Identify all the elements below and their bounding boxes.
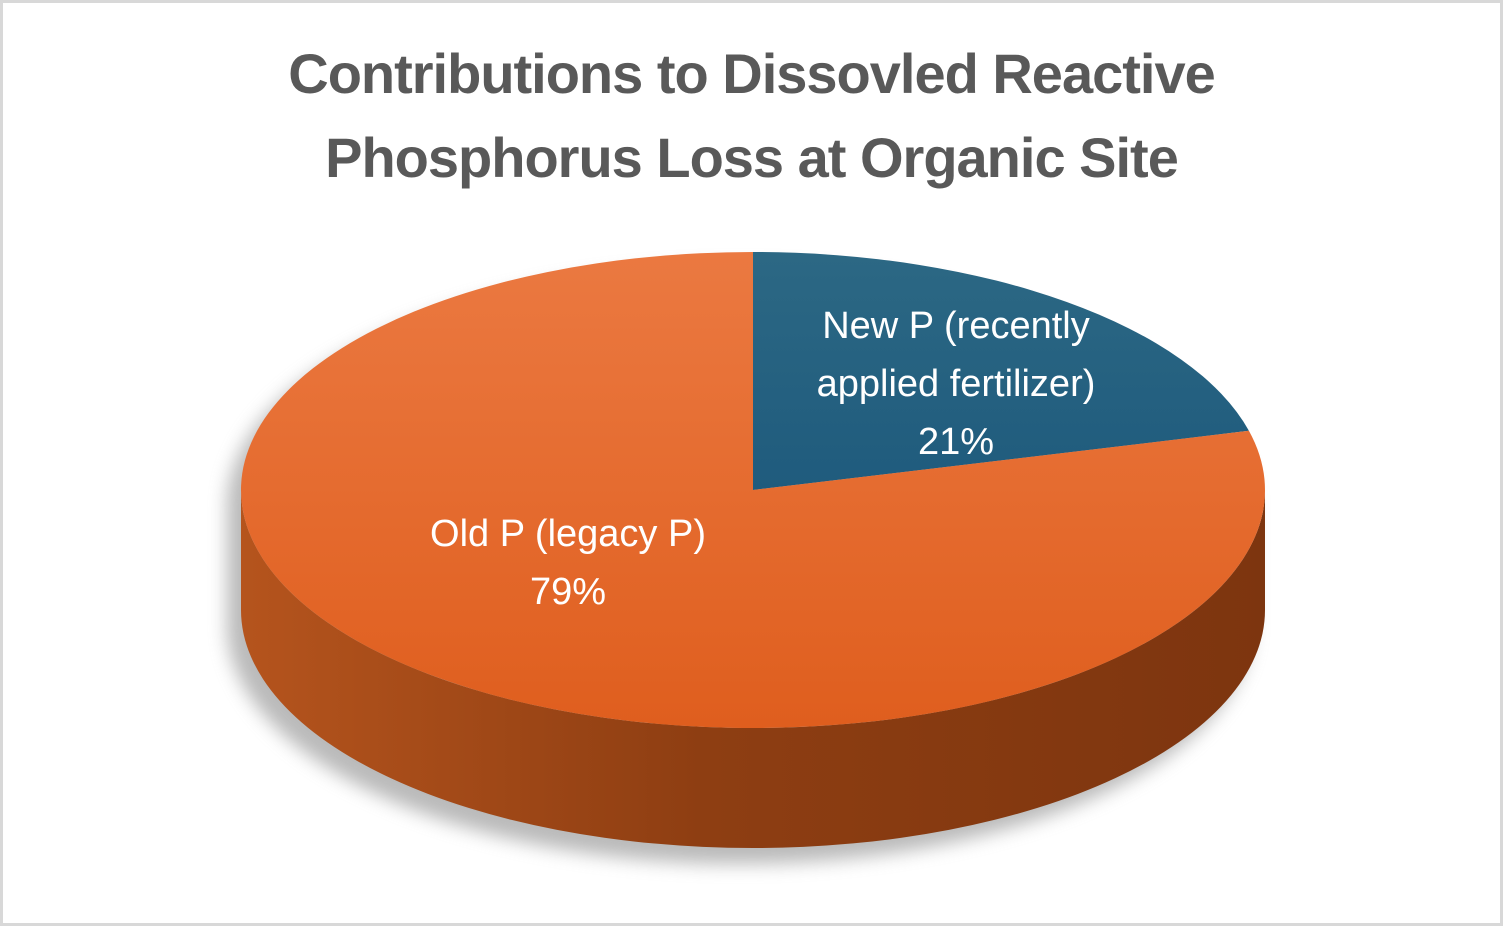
data-label-new-p-text: New P (recently applied fertilizer) xyxy=(816,305,1096,405)
pie-side-wall xyxy=(241,490,1265,848)
data-label-old-p-value: 79% xyxy=(529,571,607,613)
pie-chart xyxy=(227,252,1265,864)
chart-title: Contributions to Dissovled Reactive Phos… xyxy=(3,32,1500,200)
data-label-old-p-text: Old P (legacy P) xyxy=(430,513,706,555)
data-label-old-p: Old P (legacy P) 79% xyxy=(368,505,768,621)
data-label-new-p-value: 21% xyxy=(917,421,995,463)
pie-slice-old-p[interactable] xyxy=(240,252,1265,728)
data-label-new-p: New P (recently applied fertilizer) 21% xyxy=(756,297,1156,471)
chart-title-line-1: Contributions to Dissovled Reactive xyxy=(288,42,1216,105)
pie-slice-new-p[interactable] xyxy=(753,252,1249,490)
chart-title-line-2: Phosphorus Loss at Organic Site xyxy=(325,126,1179,189)
